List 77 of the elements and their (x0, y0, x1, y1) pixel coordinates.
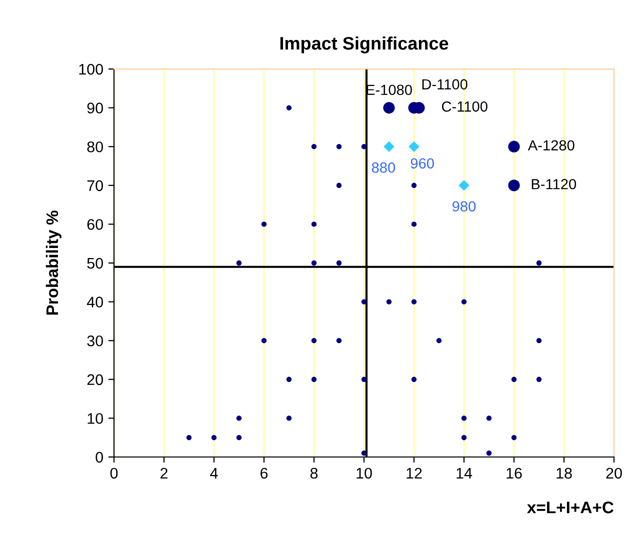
y-tick-label: 70 (87, 180, 103, 192)
point (361, 376, 367, 382)
point (461, 299, 467, 304)
point (286, 105, 292, 110)
point (336, 144, 342, 150)
point (236, 416, 242, 421)
x-tick-label: 20 (606, 468, 622, 479)
point (383, 102, 395, 114)
point (261, 222, 267, 227)
y-tick-label: 60 (87, 219, 103, 230)
point (236, 260, 242, 266)
chart-title: Impact Significance (280, 36, 448, 54)
point (186, 435, 192, 440)
point (411, 222, 417, 227)
y-tick-label: 10 (88, 413, 103, 424)
point (311, 144, 317, 150)
point (511, 376, 517, 382)
point (311, 260, 317, 266)
data-label: D-1100 (422, 79, 468, 90)
annotation: 980 (452, 201, 476, 212)
point (458, 180, 470, 191)
point (336, 260, 342, 266)
point (386, 299, 392, 304)
x-tick-label: 0 (110, 468, 118, 479)
point (411, 182, 417, 188)
point (236, 435, 242, 440)
data-label: C-1100 (442, 101, 488, 112)
x-axis-title: x=L+I+A+C (527, 502, 614, 514)
point (508, 140, 520, 152)
data-label: B-1120 (532, 178, 576, 190)
x-tick-label: 6 (260, 468, 268, 479)
point (336, 338, 342, 344)
point (461, 435, 467, 440)
x-tick-label: 12 (406, 468, 422, 478)
y-tick-label: 50 (87, 258, 103, 269)
y-tick-label: 80 (87, 141, 103, 152)
point (336, 182, 342, 188)
point (286, 416, 292, 421)
x-tick-label: 4 (210, 468, 218, 478)
x-tick-label: 18 (556, 468, 572, 479)
point (536, 338, 542, 344)
x-tick-label: 10 (356, 468, 372, 479)
y-tick-label: 90 (87, 102, 103, 114)
x-tick-label: 14 (456, 468, 472, 478)
data-label: A-1280 (528, 140, 574, 151)
point (486, 450, 492, 456)
y-tick-label: 100 (79, 64, 103, 75)
x-tick-label: 16 (506, 468, 522, 479)
point (286, 376, 292, 382)
point (311, 376, 317, 382)
point (411, 376, 417, 382)
point (311, 222, 317, 227)
y-tick-label: 40 (86, 296, 103, 308)
point (536, 260, 542, 266)
x-tick-label: 8 (310, 468, 318, 479)
point (384, 141, 394, 152)
point (436, 338, 442, 344)
point (361, 299, 367, 304)
point (461, 416, 467, 421)
point (361, 450, 367, 456)
point (486, 416, 492, 421)
point (361, 144, 367, 150)
y-axis-title: Probability % (46, 210, 62, 315)
point (261, 338, 267, 344)
point (511, 435, 517, 440)
y-tick-label: 30 (87, 335, 103, 346)
point (211, 435, 217, 440)
point (408, 141, 420, 152)
y-tick-label: 0 (96, 452, 103, 463)
x-tick-label: 2 (160, 468, 168, 478)
annotation: 880 (372, 162, 396, 173)
point (411, 299, 417, 304)
annotation: 960 (410, 158, 434, 169)
point (508, 180, 520, 192)
point (311, 338, 317, 344)
y-tick-label: 20 (87, 374, 103, 386)
point (536, 376, 542, 382)
